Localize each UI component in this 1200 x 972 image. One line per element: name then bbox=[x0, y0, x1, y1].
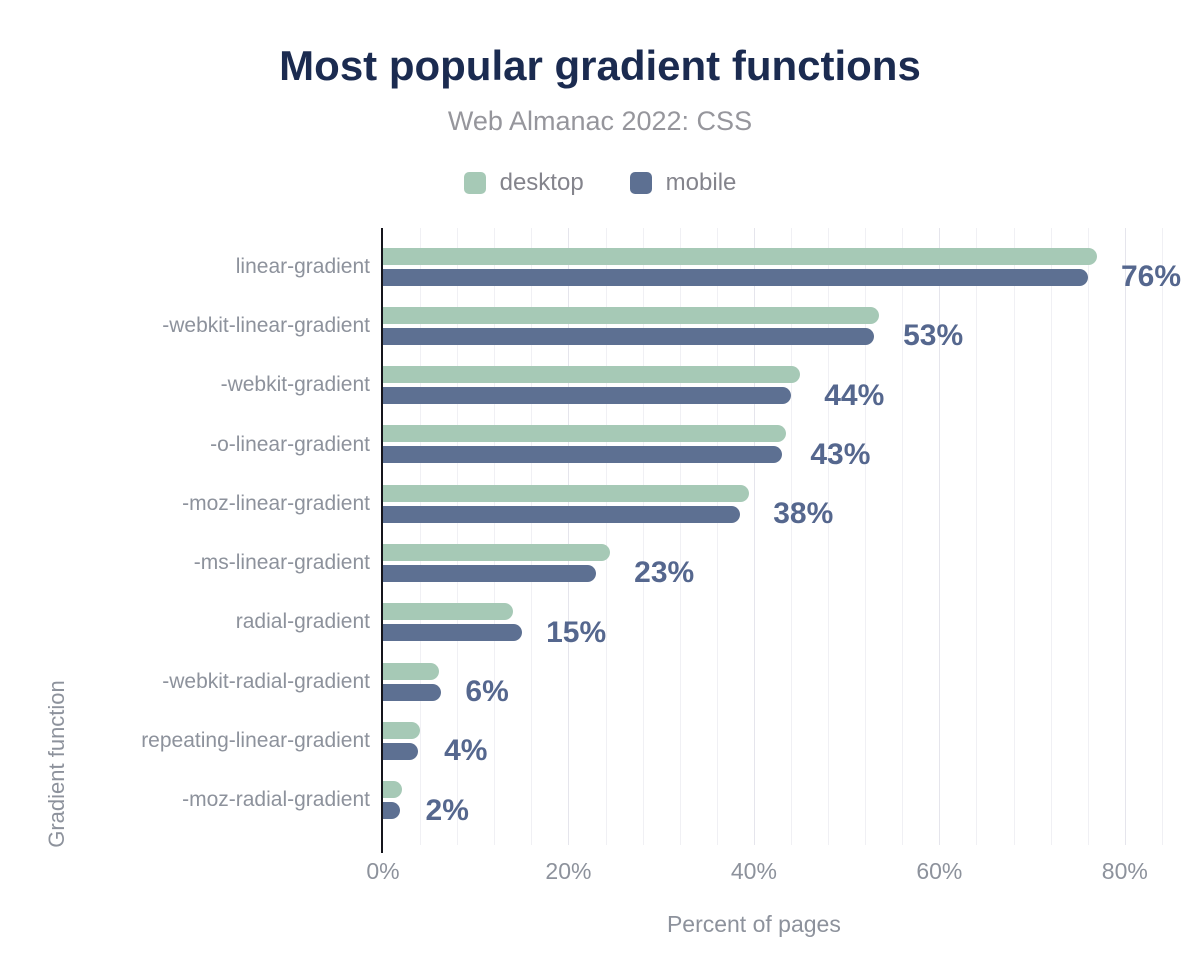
gridline bbox=[1124, 228, 1126, 845]
desktop-bar[interactable] bbox=[383, 662, 439, 680]
y-axis-line bbox=[381, 228, 383, 853]
gridline bbox=[1013, 228, 1015, 845]
gridline bbox=[1161, 228, 1163, 845]
bar-row: -moz-linear-gradient 38% bbox=[182, 474, 1186, 533]
plot-area: 0% 20% 40% 60% 80% Percent of pages linear-g… bbox=[141, 228, 1186, 937]
gridline bbox=[494, 228, 496, 845]
gridline bbox=[568, 228, 570, 845]
gridline bbox=[976, 228, 978, 845]
gridline bbox=[457, 228, 459, 845]
legend-label-mobile: mobile bbox=[665, 169, 737, 196]
bar-row: radial-gradient 15% bbox=[236, 593, 1186, 652]
legend: desktop mobile bbox=[0, 169, 1200, 197]
desktop-bar[interactable] bbox=[383, 484, 750, 502]
chart-title: Most popular gradient functions bbox=[279, 42, 921, 89]
x-tick-label: 0% bbox=[366, 858, 400, 884]
bar-row: -webkit-radial-gradient 6% bbox=[162, 652, 1186, 711]
desktop-bar[interactable] bbox=[383, 366, 801, 384]
legend-label-desktop: desktop bbox=[499, 169, 584, 196]
category-label: -webkit-linear-gradient bbox=[162, 313, 370, 337]
mobile-bar[interactable] bbox=[383, 742, 419, 760]
chart-header: Most popular gradient functions Web Alma… bbox=[0, 0, 1200, 197]
bar-chart: Gradient function 0% 20% 40% 60% 80% Percent… bbox=[0, 228, 1200, 937]
mobile-bar[interactable] bbox=[383, 802, 400, 820]
gridline bbox=[1087, 228, 1089, 845]
bar-rows: linear-gradient 76% -webkit-linear-gradien… bbox=[141, 237, 1186, 830]
mobile-bar[interactable] bbox=[383, 327, 875, 345]
bar-row: -webkit-gradient 44% bbox=[221, 356, 1186, 415]
x-tick-label: 60% bbox=[916, 858, 963, 884]
category-label: radial-gradient bbox=[235, 610, 370, 634]
value-label: 2% bbox=[425, 793, 469, 827]
gridline bbox=[1050, 228, 1052, 845]
value-label: 23% bbox=[634, 556, 695, 590]
mobile-swatch-icon bbox=[629, 172, 652, 194]
mobile-bar[interactable] bbox=[383, 268, 1088, 286]
value-label: 44% bbox=[824, 378, 885, 412]
gridline bbox=[939, 228, 941, 845]
x-axis-title: Percent of pages bbox=[666, 911, 841, 937]
desktop-bar[interactable] bbox=[383, 306, 880, 324]
mobile-bar[interactable] bbox=[383, 565, 597, 583]
gridline bbox=[753, 228, 755, 845]
mobile-bar[interactable] bbox=[383, 387, 791, 405]
chart-subtitle: Web Almanac 2022: CSS bbox=[447, 106, 753, 136]
gridline bbox=[642, 228, 644, 845]
value-label: 4% bbox=[444, 734, 488, 768]
mobile-bar[interactable] bbox=[383, 624, 523, 642]
gridline bbox=[531, 228, 533, 845]
legend-item-mobile[interactable]: mobile bbox=[629, 169, 737, 197]
value-label: 53% bbox=[903, 319, 964, 353]
desktop-bar[interactable] bbox=[383, 603, 513, 621]
y-axis-title: Gradient function bbox=[44, 680, 69, 848]
desktop-bar[interactable] bbox=[383, 721, 421, 739]
value-label: 76% bbox=[1120, 260, 1182, 293]
category-label: -moz-linear-gradient bbox=[182, 491, 370, 515]
desktop-bar[interactable] bbox=[383, 544, 611, 562]
desktop-bar[interactable] bbox=[383, 781, 402, 799]
x-tick-label: 40% bbox=[730, 858, 777, 884]
x-tick-label: 20% bbox=[545, 858, 592, 884]
desktop-bar[interactable] bbox=[383, 425, 787, 443]
gridline bbox=[828, 228, 830, 845]
value-label: 43% bbox=[810, 437, 871, 471]
bar-row: linear-gradient 76% bbox=[236, 237, 1186, 296]
mobile-bar[interactable] bbox=[383, 446, 782, 464]
category-label: -webkit-radial-gradient bbox=[162, 669, 370, 693]
x-tick-label: 80% bbox=[1101, 858, 1148, 884]
bar-row: -ms-linear-gradient 23% bbox=[194, 533, 1186, 592]
category-label: repeating-linear-gradient bbox=[141, 729, 370, 753]
value-label: 38% bbox=[773, 497, 834, 531]
gridline bbox=[716, 228, 718, 845]
category-label: linear-gradient bbox=[235, 254, 370, 278]
gridline bbox=[679, 228, 681, 845]
gridline bbox=[865, 228, 867, 845]
value-label: 6% bbox=[465, 675, 509, 709]
mobile-bar[interactable] bbox=[383, 683, 442, 701]
category-label: -ms-linear-gradient bbox=[193, 551, 370, 575]
desktop-bar[interactable] bbox=[383, 247, 1097, 265]
gridline bbox=[902, 228, 904, 845]
category-label: -webkit-gradient bbox=[220, 373, 370, 397]
bar-row: -moz-radial-gradient 2% bbox=[182, 771, 1186, 830]
mobile-bar[interactable] bbox=[383, 505, 740, 523]
bar-row: repeating-linear-gradient 4% bbox=[141, 711, 1186, 770]
desktop-swatch-icon bbox=[463, 172, 486, 194]
bar-row: -webkit-linear-gradient 53% bbox=[162, 296, 1186, 355]
bar-row: -o-linear-gradient 43% bbox=[210, 415, 1186, 474]
legend-item-desktop[interactable]: desktop bbox=[463, 169, 584, 197]
category-label: -o-linear-gradient bbox=[210, 432, 370, 456]
gridline bbox=[420, 228, 422, 845]
gridline bbox=[790, 228, 792, 845]
category-label: -moz-radial-gradient bbox=[182, 788, 370, 812]
value-label: 15% bbox=[546, 615, 607, 649]
gridline bbox=[605, 228, 607, 845]
